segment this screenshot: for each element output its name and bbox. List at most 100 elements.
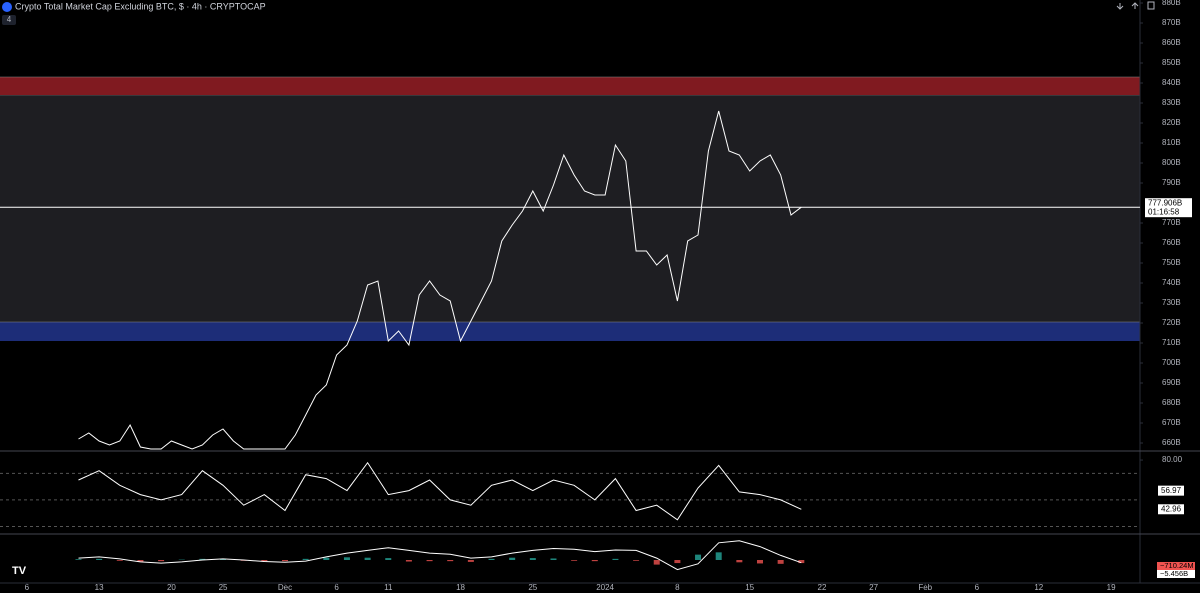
value-marker-box (1157, 562, 1195, 570)
histogram-bar (261, 560, 268, 562)
y-tick-label: 790B (1162, 178, 1181, 187)
x-tick-label: 20 (167, 583, 176, 592)
histogram-bar (509, 557, 516, 560)
series-line (78, 461, 802, 521)
x-tick-label: 25 (219, 583, 228, 592)
toolbar-icons[interactable] (1116, 1, 1155, 10)
y-tick-label: 870B (1162, 18, 1181, 27)
histogram-bar (364, 557, 371, 560)
x-tick-label: 8 (675, 583, 680, 592)
histogram-bar (426, 560, 433, 562)
x-tick-label: 25 (528, 583, 537, 592)
symbol-title[interactable]: Crypto Total Market Cap Excluding BTC, $… (15, 1, 266, 11)
histogram-bar (385, 558, 392, 560)
histogram-bar (653, 560, 660, 565)
y-tick-label: 810B (1162, 138, 1181, 147)
icon-clone[interactable] (1147, 1, 1155, 10)
zone (0, 77, 1140, 95)
histogram-bar (137, 560, 144, 562)
indicator-toggle[interactable] (2, 15, 16, 25)
histogram-bar (405, 560, 412, 562)
histogram-bar (777, 560, 784, 564)
y-tick-label: 690B (1162, 378, 1181, 387)
y-tick-label: 750B (1162, 258, 1181, 267)
x-tick-label: 22 (818, 583, 827, 592)
value-marker-label: −5.456B (1160, 569, 1188, 578)
x-tick-label: 15 (745, 583, 754, 592)
y-tick-label: 730B (1162, 298, 1181, 307)
y-tick-label: 710B (1162, 338, 1181, 347)
last-price-box (1145, 198, 1192, 218)
value-marker-label: 42.96 (1161, 504, 1182, 513)
histogram-bar (695, 554, 702, 560)
x-tick-label: 12 (1034, 583, 1043, 592)
brand-logo[interactable]: TV (12, 565, 27, 577)
y-tick-label: 670B (1162, 418, 1181, 427)
panes (0, 76, 1140, 341)
histogram-bar (736, 560, 743, 563)
histogram-bar (302, 558, 309, 560)
x-tick-label: 19 (1107, 583, 1116, 592)
y-tick-label: 850B (1162, 58, 1181, 67)
histogram-bar (633, 560, 640, 561)
histogram-bar (674, 560, 681, 564)
histogram-bar (798, 560, 805, 564)
y-tick-label: 720B (1162, 318, 1181, 327)
histogram-bar (467, 560, 474, 562)
histogram-bar (96, 558, 103, 560)
y-tick-label: 840B (1162, 78, 1181, 87)
histogram-bar (757, 560, 763, 564)
icon-down[interactable] (1116, 3, 1124, 10)
histogram-bar (529, 558, 536, 560)
y-tick-label: 830B (1162, 98, 1181, 107)
histogram-bar (199, 558, 206, 560)
value-marker-box (1158, 485, 1184, 496)
x-tick-label: 27 (869, 583, 878, 592)
histogram-bar (343, 557, 350, 560)
y-tick-label: 700B (1162, 358, 1181, 367)
y-tick-label: 760B (1162, 238, 1181, 247)
x-tick-label: 2024 (596, 583, 614, 592)
y-tick-label: 740B (1162, 278, 1181, 287)
series-line (78, 110, 802, 450)
series-line (78, 540, 802, 571)
zone (0, 322, 1140, 341)
y-tick-label: 880B (1162, 0, 1181, 7)
y-tick-label: 770B (1162, 218, 1181, 227)
x-tick-label: 13 (95, 583, 104, 592)
y-tick-label: 820B (1162, 118, 1181, 127)
x-tick-label: 6 (334, 583, 339, 592)
histogram-bar (447, 560, 454, 562)
zone (0, 95, 1140, 322)
y-tick-label: 660B (1162, 438, 1181, 447)
x-tick-label: 11 (384, 583, 393, 592)
value-marker-box (1158, 504, 1184, 515)
histogram-bar (75, 559, 82, 560)
x-tick-label: Feb (918, 583, 932, 592)
x-tick-label: Dec (278, 583, 292, 592)
symbol-logo (2, 2, 12, 12)
histogram-bar (220, 559, 227, 560)
x-tick-label: 6 (25, 583, 30, 592)
histogram-bar (488, 558, 495, 560)
histogram-bar (158, 560, 165, 562)
value-marker-label: −710.24M (1160, 561, 1194, 570)
histogram-bar (591, 560, 598, 562)
last-price-label: 777.906B (1148, 198, 1182, 207)
histogram-bar (116, 560, 123, 561)
countdown-label: 01:16:58 (1148, 207, 1180, 216)
y-tick-label: 800B (1162, 158, 1181, 167)
interval-badge: 4 (7, 15, 12, 24)
histogram-bar (323, 557, 330, 560)
histogram-bar (550, 558, 557, 560)
histogram-bar (282, 560, 288, 562)
value-marker-label: 56.97 (1161, 486, 1182, 495)
histogram-bar (612, 558, 619, 560)
x-tick-label: 6 (975, 583, 980, 592)
icon-up[interactable] (1131, 2, 1139, 9)
histogram-bar (571, 560, 578, 561)
y-tick-label: 680B (1162, 398, 1181, 407)
histogram-bar (715, 552, 722, 560)
